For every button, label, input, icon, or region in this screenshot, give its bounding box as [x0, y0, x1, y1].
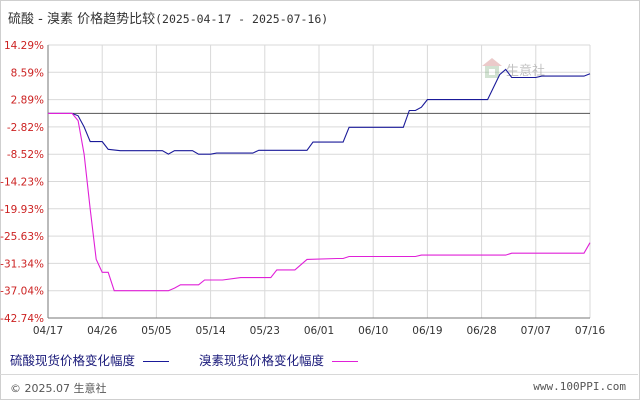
legend-swatch-2 [332, 361, 359, 362]
y-tick-label: -37.04% [0, 286, 44, 298]
x-tick-label: 07/07 [521, 325, 551, 337]
y-tick-label: 2.89% [11, 95, 44, 107]
legend-item-1: 硫酸现货价格变化幅度 [10, 350, 170, 369]
legend-label-2: 溴素现货价格变化幅度 [199, 353, 325, 368]
footer-website[interactable]: www.100PPI.com [533, 380, 626, 393]
x-tick-label: 06/10 [358, 325, 388, 337]
y-tick-label: -8.52% [7, 149, 44, 161]
x-tick-label: 05/14 [195, 325, 226, 337]
legend-swatch-1 [143, 361, 170, 362]
x-tick-label: 05/23 [250, 325, 280, 337]
x-tick-label: 06/01 [304, 325, 334, 337]
x-tick-label: 06/28 [466, 325, 496, 337]
watermark-text: 生意社 [506, 63, 545, 79]
chart-date-range: (2025-04-17 - 2025-07-16) [155, 12, 329, 26]
series-line-1 [48, 68, 591, 155]
chart-title: 硫酸 - 溴素 价格趋势比较(2025-04-17 - 2025-07-16) [8, 8, 328, 27]
y-tick-label: 14.29% [4, 40, 44, 52]
y-tick-label: -2.82% [7, 122, 44, 134]
y-tick-label: 8.59% [11, 67, 44, 79]
footer: © 2025.07 生意社 www.100PPI.com [0, 374, 638, 399]
y-tick-label: -31.34% [0, 258, 44, 270]
x-tick-label: 06/19 [412, 325, 442, 337]
legend: 硫酸现货价格变化幅度 溴素现货价格变化幅度 [10, 350, 384, 369]
series-line-2 [48, 112, 591, 292]
y-tick-label: -25.63% [0, 231, 44, 243]
x-tick-label: 04/17 [33, 325, 63, 337]
chart-title-text: 硫酸 - 溴素 价格趋势比较 [8, 12, 156, 27]
footer-copyright: © 2025.07 生意社 [10, 382, 107, 395]
watermark-logo [482, 58, 502, 78]
legend-item-2: 溴素现货价格变化幅度 [199, 350, 359, 369]
x-tick-label: 04/26 [87, 325, 118, 337]
x-tick-label: 07/16 [575, 325, 606, 337]
y-tick-label: -19.93% [0, 204, 44, 216]
x-tick-label: 05/05 [141, 325, 171, 337]
legend-label-1: 硫酸现货价格变化幅度 [10, 353, 136, 368]
y-tick-label: -42.74% [0, 313, 44, 325]
y-tick-label: -14.23% [0, 177, 44, 189]
